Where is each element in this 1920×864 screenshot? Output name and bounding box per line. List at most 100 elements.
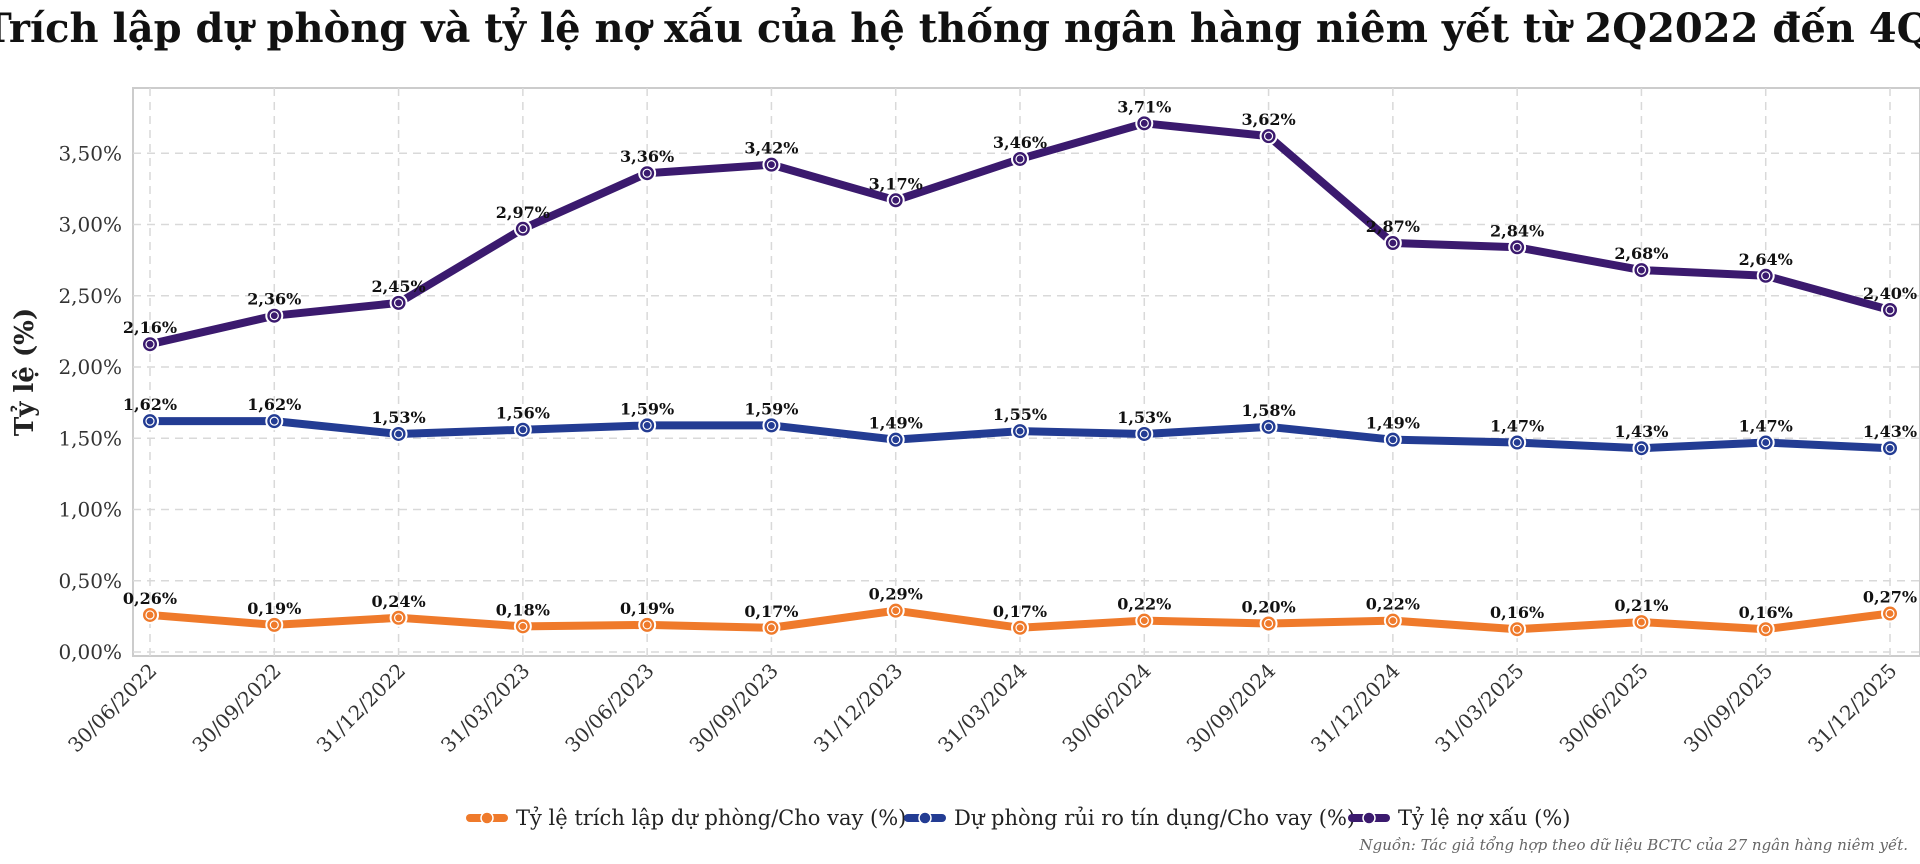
data-label: 3,71% [1117, 97, 1171, 116]
data-label: 3,46% [993, 133, 1047, 152]
data-point-inner [1512, 242, 1522, 252]
data-point-inner [1512, 624, 1522, 634]
data-label: 1,59% [620, 399, 674, 418]
legend-label: Tỷ lệ nợ xấu (%) [1398, 806, 1570, 830]
legend-marker [918, 811, 932, 825]
data-label: 0,16% [1490, 603, 1544, 622]
data-label: 1,49% [869, 414, 923, 433]
data-point-inner [1885, 443, 1895, 453]
data-point-inner [1263, 131, 1274, 141]
data-point-inner [145, 339, 155, 349]
y-tick-label: 2,00% [58, 355, 122, 379]
x-tick-label: 30/06/2025 [1554, 659, 1652, 757]
data-point-inner [145, 610, 155, 620]
y-tick-label: 0,50% [58, 569, 122, 593]
data-label: 1,62% [123, 395, 177, 414]
data-point-inner [1761, 624, 1771, 634]
series-lines [141, 114, 1899, 639]
data-point-inner [518, 224, 528, 234]
y-tick-label: 1,50% [58, 426, 122, 450]
data-label: 3,42% [744, 139, 798, 158]
y-tick-label: 3,50% [58, 141, 122, 165]
x-tick-label: 30/06/2024 [1057, 659, 1155, 757]
data-label: 1,47% [1739, 417, 1793, 436]
data-point-inner [1139, 429, 1149, 439]
data-label: 2,36% [247, 290, 301, 309]
data-point-inner [518, 621, 528, 631]
data-label: 0,29% [869, 585, 923, 604]
data-point-inner [393, 429, 404, 439]
data-label: 0,16% [1739, 603, 1793, 622]
data-point-inner [1139, 118, 1149, 128]
y-tick-label: 2,50% [58, 284, 122, 308]
data-label: 3,36% [620, 147, 674, 166]
data-point-inner [269, 311, 279, 321]
x-tick-label: 30/06/2022 [63, 659, 161, 757]
data-point-inner [393, 298, 404, 308]
y-tick-label: 1,00% [58, 498, 122, 522]
x-tick-label: 30/09/2022 [187, 659, 285, 757]
data-label: 3,17% [869, 174, 923, 193]
data-point-inner [766, 420, 777, 431]
data-label: 0,27% [1863, 588, 1917, 607]
y-tick-label: 3,00% [58, 213, 122, 237]
data-label: 2,97% [496, 203, 550, 222]
data-point-inner [518, 425, 528, 435]
x-axis-ticks: 30/06/2022 30/09/2022 31/12/2022 31/03/2023… [63, 659, 1901, 757]
data-label: 3,62% [1241, 110, 1295, 129]
data-point-inner [1761, 271, 1771, 281]
data-label: 2,45% [371, 277, 425, 296]
data-label: 1,43% [1614, 422, 1668, 441]
data-label: 1,43% [1863, 422, 1917, 441]
data-point-inner [1636, 443, 1647, 453]
data-label: 0,18% [496, 600, 550, 619]
data-point-inner [1263, 618, 1274, 629]
data-label: 1,56% [496, 404, 550, 423]
data-point-inner [269, 416, 279, 426]
data-point-inner [642, 620, 652, 630]
x-tick-label: 31/12/2024 [1306, 659, 1404, 757]
data-label: 2,87% [1366, 217, 1420, 236]
data-label: 2,84% [1490, 221, 1544, 240]
data-label: 1,62% [247, 395, 301, 414]
data-label: 1,49% [1366, 414, 1420, 433]
data-label: 0,19% [247, 599, 301, 618]
data-point-inner [1636, 265, 1647, 275]
data-point-inner [891, 606, 901, 616]
source-note: Nguồn: Tác giả tổng hợp theo dữ liệu BCT… [1359, 836, 1908, 854]
data-point-inner [1015, 154, 1025, 164]
x-tick-label: 31/03/2025 [1430, 659, 1528, 757]
data-label: 0,17% [993, 602, 1047, 621]
data-point-inner [1885, 608, 1895, 619]
legend-marker [1362, 811, 1376, 825]
data-label: 2,40% [1863, 284, 1917, 303]
data-point-inner [1263, 422, 1274, 432]
data-point-inner [1015, 426, 1025, 436]
data-label: 0,21% [1614, 596, 1668, 615]
y-tick-label: 0,00% [58, 640, 122, 664]
data-label: 0,22% [1366, 595, 1420, 614]
data-label: 0,24% [371, 592, 425, 611]
legend-marker [480, 811, 494, 825]
data-point-inner [766, 623, 777, 633]
data-point-inner [1139, 616, 1149, 626]
data-labels: 0,26% 0,19% 0,24% 0,18% 0,19% 0,17% 0,29% 0,17%… [123, 97, 1917, 622]
data-point-inner [891, 195, 901, 205]
legend-label: Tỷ lệ trích lập dự phòng/Cho vay (%) [516, 806, 906, 830]
data-point-inner [1885, 305, 1895, 315]
data-label: 1,53% [371, 408, 425, 427]
data-point-inner [1388, 435, 1398, 445]
plot-area [132, 87, 1920, 657]
chart-title: Trích lập dự phòng và tỷ lệ nợ xấu của h… [0, 5, 1920, 52]
data-point-inner [393, 613, 404, 623]
data-point-inner [145, 416, 155, 426]
x-tick-label: 30/09/2024 [1182, 659, 1280, 757]
data-label: 1,58% [1241, 401, 1295, 420]
data-label: 0,20% [1241, 598, 1295, 617]
x-tick-label: 30/09/2025 [1679, 659, 1777, 757]
data-label: 2,16% [123, 318, 177, 337]
data-point-inner [1761, 437, 1771, 448]
data-point-inner [766, 160, 777, 170]
data-point-inner [269, 620, 279, 630]
y-axis-ticks: 0,00% 0,50% 1,00% 1,50% 2,00% 2,50% 3,00% 3,50% [58, 141, 122, 664]
